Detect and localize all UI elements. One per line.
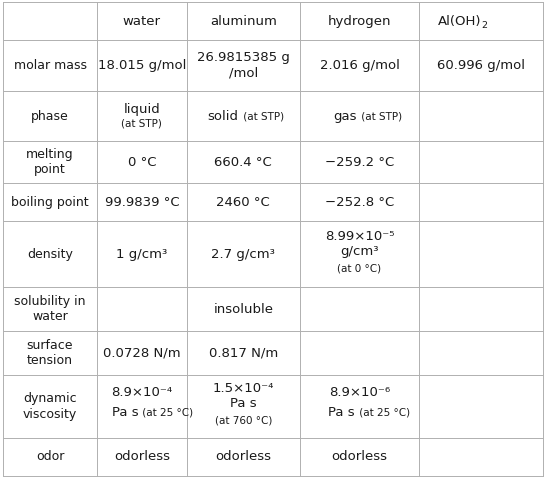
Text: solubility in
water: solubility in water (14, 295, 86, 324)
Text: 1 g/cm³: 1 g/cm³ (116, 248, 168, 261)
Text: aluminum: aluminum (210, 15, 277, 28)
Text: g/cm³: g/cm³ (340, 245, 379, 258)
Text: 0.0728 N/m: 0.0728 N/m (103, 346, 181, 359)
Text: Al(OH): Al(OH) (437, 15, 481, 28)
Text: 2460 °C: 2460 °C (216, 196, 270, 208)
Text: 0 °C: 0 °C (128, 156, 156, 169)
Text: water: water (123, 15, 161, 28)
Text: (at 25 °C): (at 25 °C) (139, 408, 194, 418)
Text: odorless: odorless (114, 450, 170, 463)
Text: 2.7 g/cm³: 2.7 g/cm³ (211, 248, 275, 261)
Text: odor: odor (36, 450, 64, 463)
Text: (at 0 °C): (at 0 °C) (337, 264, 382, 274)
Text: (at STP): (at STP) (240, 111, 284, 121)
Text: molar mass: molar mass (14, 59, 86, 72)
Text: 99.9839 °C: 99.9839 °C (105, 196, 179, 208)
Text: −259.2 °C: −259.2 °C (325, 156, 394, 169)
Text: 60.996 g/mol: 60.996 g/mol (437, 59, 525, 72)
Text: dynamic
viscosity: dynamic viscosity (23, 392, 77, 421)
Text: 1.5×10⁻⁴: 1.5×10⁻⁴ (212, 382, 274, 395)
Text: phase: phase (31, 109, 69, 123)
Text: odorless: odorless (331, 450, 388, 463)
Text: solid: solid (207, 109, 239, 123)
Text: gas: gas (334, 109, 357, 123)
Text: Pa s: Pa s (112, 406, 138, 419)
Text: hydrogen: hydrogen (328, 15, 391, 28)
Text: surface
tension: surface tension (27, 338, 73, 367)
Text: 8.9×10⁻⁶: 8.9×10⁻⁶ (329, 386, 390, 399)
Text: boiling point: boiling point (11, 196, 89, 208)
Text: odorless: odorless (215, 450, 271, 463)
Text: density: density (27, 248, 73, 261)
Text: liquid: liquid (123, 103, 161, 116)
Text: 2: 2 (481, 21, 487, 30)
Text: melting
point: melting point (26, 148, 74, 176)
Text: 8.9×10⁻⁴: 8.9×10⁻⁴ (111, 386, 173, 399)
Text: Pa s: Pa s (230, 397, 257, 410)
Text: (at STP): (at STP) (121, 118, 162, 128)
Text: 26.9815385 g
/mol: 26.9815385 g /mol (197, 51, 290, 80)
Text: 2.016 g/mol: 2.016 g/mol (319, 59, 400, 72)
Text: (at 760 °C): (at 760 °C) (215, 415, 272, 425)
Text: 0.817 N/m: 0.817 N/m (209, 346, 278, 359)
Text: Pa s: Pa s (328, 406, 355, 419)
Text: insoluble: insoluble (213, 303, 273, 315)
Text: (at STP): (at STP) (358, 111, 402, 121)
Text: 660.4 °C: 660.4 °C (215, 156, 272, 169)
Text: 8.99×10⁻⁵: 8.99×10⁻⁵ (325, 230, 394, 243)
Text: 18.015 g/mol: 18.015 g/mol (98, 59, 186, 72)
Text: −252.8 °C: −252.8 °C (325, 196, 394, 208)
Text: (at 25 °C): (at 25 °C) (356, 408, 410, 418)
